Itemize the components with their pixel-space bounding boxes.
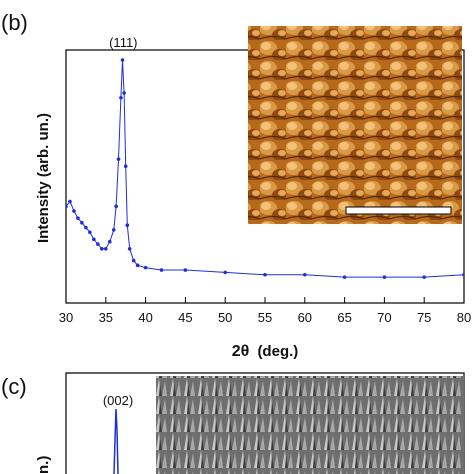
data-point-25 [183,268,188,272]
data-point-12 [111,228,116,232]
data-point-5 [84,225,88,230]
y-axis-title-b: Intensity (arb. un.) [35,113,52,243]
data-point-10 [104,247,108,251]
data-point-22 [135,263,140,268]
x-tick-label-80: 80 [457,310,471,325]
scale-bar [345,206,452,215]
data-point-20 [127,247,132,251]
x-tick-label-70: 70 [377,310,391,325]
data-point-27 [263,272,267,277]
panel-b-series-points [66,58,464,279]
data-point-4 [80,221,84,225]
data-point-2 [72,209,76,213]
x-axis-title-unit: (deg.) [257,343,298,360]
data-point-7 [92,237,96,242]
data-point-18 [123,164,128,168]
data-point-8 [96,242,100,246]
data-point-3 [76,216,80,220]
data-point-14 [116,157,121,161]
data-point-29 [342,275,347,279]
data-point-32 [462,272,464,277]
panel-b-x-ticks: 30 35 40 45 50 55 60 65 70 75 80 [59,297,471,325]
x-tick-label-75: 75 [417,310,431,325]
x-tick-label-65: 65 [337,310,351,325]
x-tick-label-50: 50 [218,310,232,325]
data-point-21 [131,258,136,263]
data-point-23 [143,265,148,270]
data-point-6 [88,230,92,235]
data-point-28 [303,272,307,277]
data-point-19 [125,223,130,227]
y-axis-title-c-partial: n.) [35,456,52,474]
data-point-1 [68,199,72,204]
sem-nanowire-image [156,376,464,474]
x-tick-label-55: 55 [258,310,272,325]
panel-c-series-line [113,408,119,474]
data-point-16 [120,58,125,62]
data-point-13 [114,204,118,209]
data-point-17 [122,91,126,95]
data-point-24 [159,268,164,272]
x-tick-label-30: 30 [59,310,73,325]
afm-topography-image [248,26,462,224]
x-tick-label-40: 40 [138,310,152,325]
data-point-31 [422,275,427,279]
data-point-30 [382,275,387,279]
data-point-9 [100,247,104,251]
x-tick-label-60: 60 [298,310,312,325]
data-point-15 [119,95,123,100]
x-axis-title-b: 2θ (deg.) [232,343,299,360]
data-point-11 [107,239,112,244]
x-tick-label-35: 35 [99,310,113,325]
peak-111-label: (111) [109,35,137,50]
data-point-0 [66,204,68,209]
x-tick-label-45: 45 [178,310,192,325]
data-point-26 [223,270,227,275]
panel-c-plot: (002) n.) [35,372,465,474]
afm-inset [248,26,462,224]
panel-b-label: (b) [1,10,28,35]
x-axis-title-symbol: 2θ [232,343,250,360]
peak-002-label: (002) [103,393,133,408]
panel-b-plot: 30 35 40 45 50 55 60 65 70 75 80 (111) Intensity (… [35,26,471,360]
panel-c-label: (c) [1,374,27,399]
